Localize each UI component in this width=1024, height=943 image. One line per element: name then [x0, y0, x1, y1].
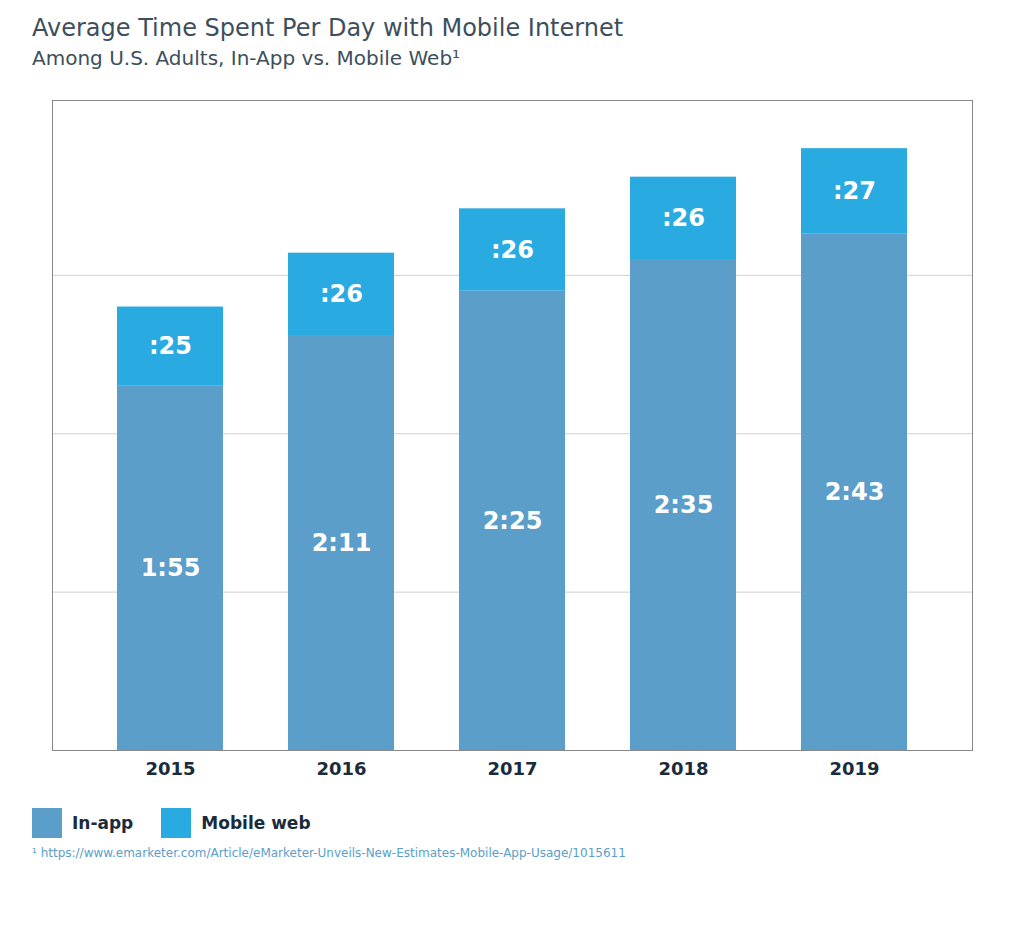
svg-text::26: :26: [320, 280, 363, 308]
svg-text:2018: 2018: [658, 758, 708, 779]
svg-text:2019: 2019: [829, 758, 879, 779]
svg-text:1:55: 1:55: [141, 554, 201, 582]
html-text:In-app: In-app: [72, 813, 134, 833]
html-text:¹ https://www.emarketer.com/Ar: ¹ https://www.emarketer.com/Article/eMar…: [32, 846, 626, 860]
svg-text:2:25: 2:25: [483, 507, 543, 535]
svg-text:2017: 2017: [487, 758, 537, 779]
svg-text::26: :26: [491, 236, 534, 264]
svg-text:2015: 2015: [145, 758, 195, 779]
svg-text:2:35: 2:35: [654, 491, 714, 519]
svg-text::26: :26: [662, 204, 705, 232]
svg-text:2016: 2016: [316, 758, 366, 779]
svg-text::27: :27: [833, 177, 876, 205]
html-text:Among U.S. Adults, In-App vs.: Among U.S. Adults, In-App vs. Mobile Web…: [32, 46, 461, 70]
html-text:Average Time Spent Per Day wit: Average Time Spent Per Day with Mobile I…: [32, 14, 624, 42]
html-text:Mobile web: Mobile web: [201, 813, 311, 833]
svg-text:2:43: 2:43: [825, 478, 885, 506]
svg-text:2:11: 2:11: [312, 529, 372, 557]
svg-text::25: :25: [149, 332, 192, 360]
